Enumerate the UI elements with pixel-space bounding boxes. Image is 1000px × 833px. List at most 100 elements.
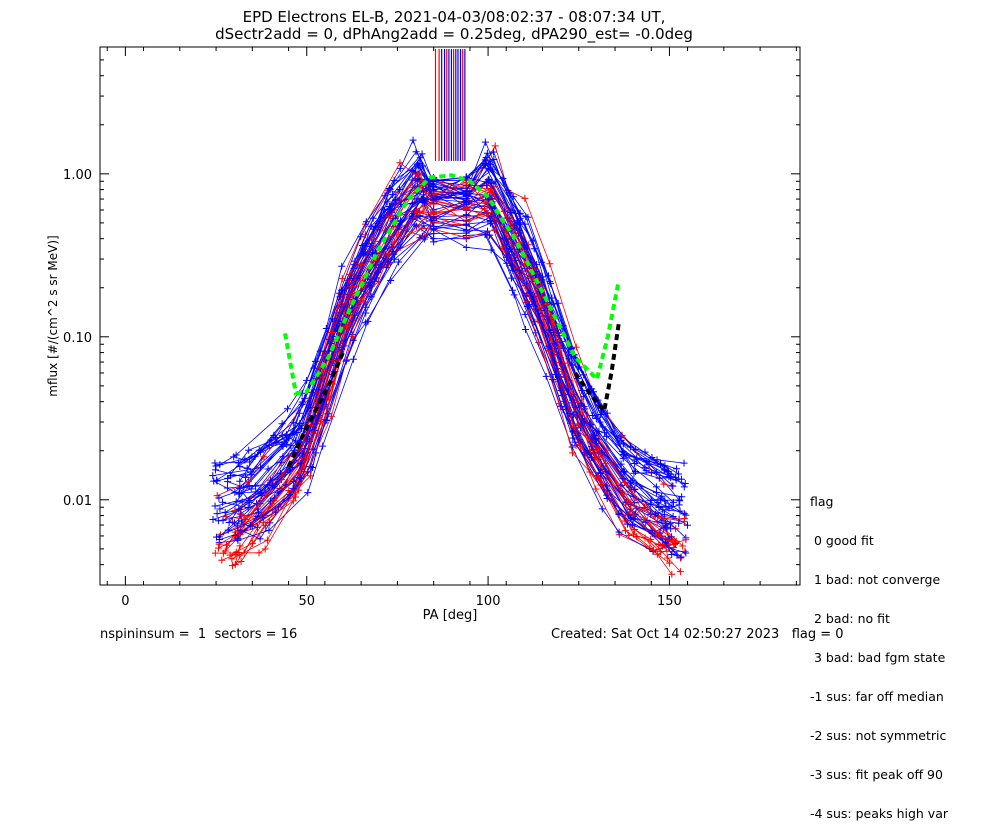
sweep-point-marker xyxy=(278,432,286,440)
sweep-point-marker xyxy=(542,372,550,380)
legend-item: 1 bad: not converge xyxy=(810,572,941,587)
sweep-point-marker xyxy=(381,250,389,258)
sweep-point-marker xyxy=(682,549,690,557)
sweep-point-marker xyxy=(297,474,305,482)
sweep-point-marker xyxy=(681,547,689,555)
sweep-point-marker xyxy=(224,526,232,534)
sweep-point-marker xyxy=(672,474,680,482)
fit-curve-line xyxy=(573,323,621,416)
sweep-point-marker xyxy=(282,436,290,444)
sweep-point-marker xyxy=(618,431,626,439)
sweep-point-marker xyxy=(213,476,221,484)
sweep-point-marker xyxy=(662,519,670,527)
sweep-point-marker xyxy=(289,419,297,427)
sweep-point-marker xyxy=(603,482,611,490)
sweep-point-marker xyxy=(212,462,220,470)
sweep-point-marker xyxy=(210,477,218,485)
sweep-point-marker xyxy=(235,489,243,497)
sweep-point-marker xyxy=(491,142,499,150)
sweep-point-marker xyxy=(304,489,312,497)
sweep-point-marker xyxy=(418,196,426,204)
sweep-point-marker xyxy=(395,223,403,231)
sweep-point-marker xyxy=(236,462,244,470)
sweep-point-marker xyxy=(615,528,623,536)
sweep-point-marker xyxy=(232,531,240,539)
sweep-point-marker xyxy=(319,442,327,450)
sweep-point-marker xyxy=(615,510,623,518)
sweep-point-marker xyxy=(483,199,491,207)
sweep-point-marker xyxy=(677,553,685,561)
sweep-point-marker xyxy=(307,462,315,470)
legend-item: -2 sus: not symmetric xyxy=(810,728,947,743)
sweep-point-marker xyxy=(215,494,223,502)
sweep-point-marker xyxy=(680,515,688,523)
sweep-point-marker xyxy=(623,520,631,528)
sweep-point-marker xyxy=(297,446,305,454)
sweep-point-marker xyxy=(256,535,264,543)
sweep-point-marker xyxy=(367,234,375,242)
sweep-point-marker xyxy=(549,328,557,336)
sweep-point-marker xyxy=(237,557,245,565)
sweep-point-marker xyxy=(262,522,270,530)
sweep-point-marker xyxy=(430,183,438,191)
sweep-point-marker xyxy=(645,460,653,468)
sweep-point-marker xyxy=(592,435,600,443)
sweep-point-marker xyxy=(536,304,544,312)
sweep-point-marker xyxy=(263,536,271,544)
sweep-point-marker xyxy=(242,473,250,481)
sweep-point-marker xyxy=(328,328,336,336)
x-tick-label: 50 xyxy=(298,594,315,609)
sweep-point-marker xyxy=(386,213,394,221)
sweep-point-marker xyxy=(538,273,546,281)
sweep-point-marker xyxy=(684,521,692,529)
sweep-point-marker xyxy=(483,149,491,157)
legend-item: 3 bad: bad fgm state xyxy=(810,650,946,665)
sweep-point-marker xyxy=(209,472,217,480)
sweep-profile-line xyxy=(237,186,677,542)
sweep-point-marker xyxy=(349,355,357,363)
sweep-point-marker xyxy=(675,501,683,509)
sweep-profile-line xyxy=(239,198,682,498)
sweep-point-marker xyxy=(216,505,224,513)
sweep-point-marker xyxy=(522,326,530,334)
sweep-point-marker xyxy=(490,148,498,156)
sweep-profile-line xyxy=(239,152,668,472)
sweep-point-marker xyxy=(212,533,220,541)
sweep-point-marker xyxy=(572,343,580,351)
flag-legend: flag 0 good fit 1 bad: not converge 2 ba… xyxy=(810,469,948,833)
sweep-point-marker xyxy=(231,488,239,496)
x-tick-label: 100 xyxy=(476,594,501,609)
sweep-point-marker xyxy=(491,226,499,234)
sweep-point-marker xyxy=(647,535,655,543)
sweep-point-marker xyxy=(211,459,219,467)
sweep-point-marker xyxy=(621,468,629,476)
sweep-point-marker xyxy=(677,554,685,562)
y-tick-label: 0.01 xyxy=(63,494,92,509)
legend-item: -3 sus: fit peak off 90 xyxy=(810,767,943,782)
sweep-point-marker xyxy=(670,543,678,551)
sweep-point-marker xyxy=(215,540,223,548)
sweep-profile-line xyxy=(222,198,668,528)
sweep-point-marker xyxy=(224,474,232,482)
sweep-point-marker xyxy=(601,429,609,437)
sweep-point-marker xyxy=(660,480,668,488)
sweep-point-marker xyxy=(521,194,529,202)
sweep-point-marker xyxy=(287,442,295,450)
sweep-point-marker xyxy=(462,227,470,235)
sweep-point-marker xyxy=(565,355,573,363)
sweep-point-marker xyxy=(211,466,219,474)
sweep-point-marker xyxy=(487,212,495,220)
x-axis-label: PA [deg] xyxy=(423,608,478,623)
sweep-point-marker xyxy=(242,516,250,524)
sweep-point-marker xyxy=(510,291,518,299)
sweep-point-marker xyxy=(508,241,516,249)
sweep-point-marker xyxy=(592,485,600,493)
sweep-point-marker xyxy=(243,464,251,472)
sweep-point-marker xyxy=(509,266,517,274)
sweep-point-marker xyxy=(509,286,517,294)
sweep-point-marker xyxy=(598,505,606,513)
sweep-point-marker xyxy=(630,469,638,477)
sweep-point-marker xyxy=(269,482,277,490)
sweep-point-marker xyxy=(658,492,666,500)
chart-canvas: EPD Electrons EL-B, 2021-04-03/08:02:37 … xyxy=(46,8,801,623)
